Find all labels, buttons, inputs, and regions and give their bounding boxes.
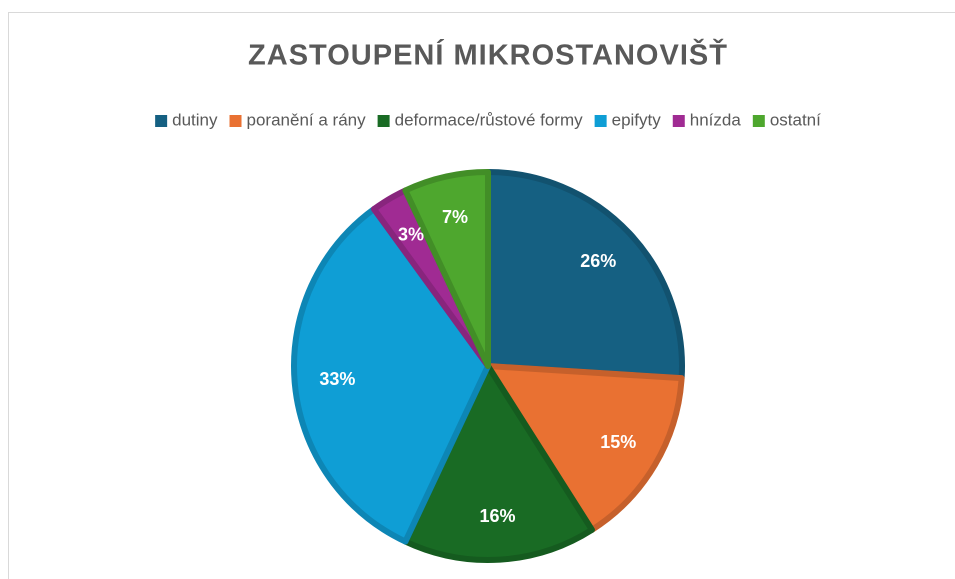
legend-label: ostatní — [770, 110, 821, 129]
legend-swatch — [672, 115, 685, 127]
pie-slice — [402, 363, 595, 563]
legend-label: deformace/růstové formy — [395, 110, 584, 129]
data-label: 15% — [600, 432, 636, 452]
data-label: 16% — [479, 506, 515, 526]
pie-slice — [291, 206, 491, 545]
legend-swatch — [752, 115, 765, 127]
pie-slice — [485, 363, 685, 533]
legend: dutiny poranění a rány deformace/růstové f… — [155, 110, 821, 129]
legend-label: poranění a rány — [247, 110, 367, 129]
legend-swatch — [594, 115, 607, 127]
data-label: 33% — [319, 369, 355, 389]
pie-slice — [485, 169, 685, 382]
legend-swatch — [155, 115, 168, 127]
legend-swatch — [377, 115, 390, 127]
legend-label: hnízda — [690, 110, 742, 129]
data-label: 3% — [398, 225, 424, 245]
legend-swatch — [229, 115, 242, 127]
data-label: 26% — [580, 251, 616, 271]
data-label: 7% — [442, 207, 468, 227]
chart-title: ZASTOUPENÍ MIKROSTANOVIŠŤ — [248, 38, 728, 72]
pie-slice — [402, 169, 491, 369]
legend-label: epifyty — [612, 110, 662, 129]
legend-label: dutiny — [172, 110, 218, 129]
